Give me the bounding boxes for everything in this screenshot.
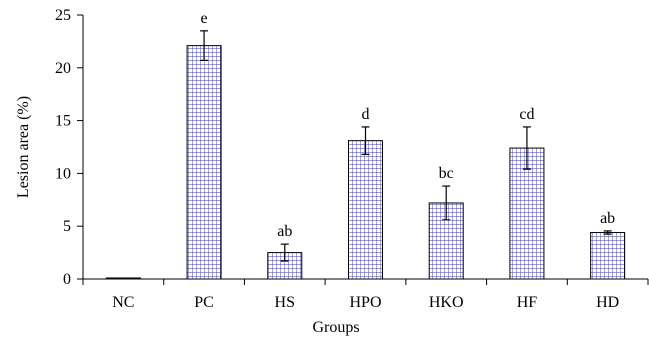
bar-pc	[186, 45, 222, 280]
y-tick-label: 15	[55, 113, 71, 130]
significance-label: d	[362, 106, 370, 123]
significance-label: cd	[519, 106, 534, 123]
significance-label: bc	[439, 165, 454, 182]
x-tick-label: HD	[596, 294, 619, 311]
bar-hpo	[348, 140, 383, 280]
x-tick-label: NC	[112, 294, 134, 311]
x-tick-label: HPO	[349, 294, 381, 311]
plot-area: 0 5 10 15 20 25 NC e PC ab HS d HPO bc HKO cd HF ab HD	[55, 7, 649, 311]
y-tick-label: 25	[55, 7, 71, 24]
significance-label: ab	[600, 210, 615, 227]
x-tick-label: HS	[275, 294, 295, 311]
bar-hf	[509, 147, 545, 280]
x-axis-title: Groups	[312, 319, 359, 336]
bar-nc	[105, 277, 141, 280]
significance-label: e	[201, 10, 208, 27]
y-axis-title: Lesion area (%)	[15, 96, 32, 198]
y-tick-label: 0	[63, 271, 71, 288]
y-tick-label: 10	[55, 165, 71, 182]
significance-label: ab	[277, 223, 292, 240]
x-tick-label: HKO	[429, 294, 464, 311]
x-tick-label: PC	[194, 294, 214, 311]
y-tick-label: 5	[63, 218, 71, 235]
x-tick-label: HF	[517, 294, 538, 311]
y-tick-label: 20	[55, 60, 71, 77]
bar-hd	[590, 232, 626, 280]
